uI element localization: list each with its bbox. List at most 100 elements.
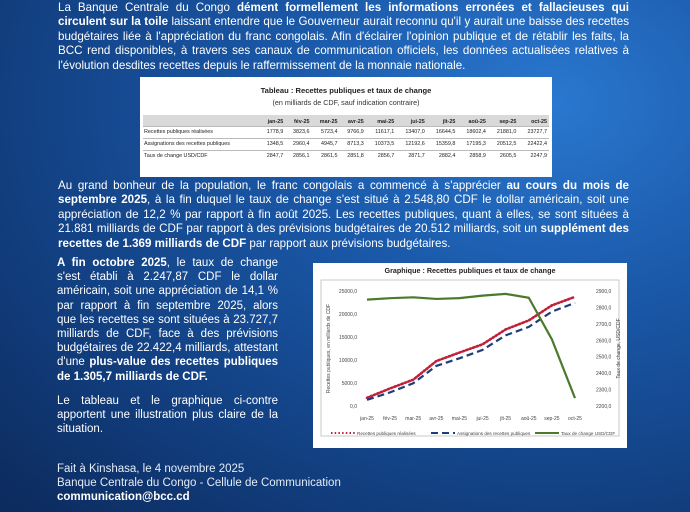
table-cell: 21881,0 xyxy=(487,125,519,138)
table-cell: 2861,5 xyxy=(311,149,340,162)
y2-tick-label: 2200,0 xyxy=(596,404,612,410)
y2-tick-label: 2800,0 xyxy=(596,305,612,311)
column-header: oct-25 xyxy=(518,115,549,126)
x-tick-label: avr-25 xyxy=(429,416,443,422)
table-cell: 8713,3 xyxy=(339,137,366,150)
x-tick-label: fév-25 xyxy=(383,416,397,422)
table-cell: 2856,7 xyxy=(365,149,397,162)
table-cell: 2247,9 xyxy=(518,149,549,162)
y-tick-label: 15000,0 xyxy=(339,335,357,341)
data-table: Tableau : Recettes publiques et taux de … xyxy=(140,77,552,177)
table-cell: 2847,7 xyxy=(259,149,286,162)
table-cell: 1348,5 xyxy=(259,137,286,150)
y-tick-label: 10000,0 xyxy=(339,358,357,364)
table-cell: 15359,8 xyxy=(426,137,458,150)
bold-text: A fin octobre 2025 xyxy=(57,257,167,269)
footer-email[interactable]: communication@bcc.cd xyxy=(57,491,190,503)
text-segment: Le tableau et le graphique ci-contre app… xyxy=(57,395,278,435)
table-cell: 20512,5 xyxy=(487,137,519,150)
column-header: mar-25 xyxy=(311,115,340,126)
table-cell: 4945,7 xyxy=(311,137,340,150)
x-tick-label: aoû-25 xyxy=(521,416,537,422)
column-header: jui-25 xyxy=(396,115,427,126)
september-paragraph: Au grand bonheur de la population, le fr… xyxy=(58,179,629,251)
text-segment: par rapport aux prévisions budgétaires. xyxy=(246,236,451,250)
footer: Fait à Kinshasa, le 4 novembre 2025 Banq… xyxy=(57,462,387,504)
x-tick-label: mai-25 xyxy=(452,416,468,422)
table-cell: 22422,4 xyxy=(518,137,549,150)
y2-tick-label: 2600,0 xyxy=(596,338,612,344)
table-cell: 2858,9 xyxy=(457,149,488,162)
table-cell: 18602,4 xyxy=(457,125,488,138)
x-tick-label: sep-25 xyxy=(544,416,560,422)
chart-svg: Graphique : Recettes publiques et taux d… xyxy=(320,266,622,437)
y2-tick-label: 2500,0 xyxy=(596,355,612,361)
table-cell: 5723,4 xyxy=(311,125,340,138)
x-tick-label: jan-25 xyxy=(359,416,374,422)
column-header: avr-25 xyxy=(339,115,366,126)
y2-tick-label: 2700,0 xyxy=(596,322,612,328)
table-header-row: jan-25 fév-25 mar-25 avr-25 mai-25 jui-25 jlt-… xyxy=(143,115,549,126)
legend-label: Taux de change USD/CDF xyxy=(561,431,615,436)
bold-text: supplément des recettes de 1.369 milliar… xyxy=(58,222,629,250)
table-cell: 1778,9 xyxy=(259,125,286,138)
text-segment: , à la fin duquel le taux de change s'es… xyxy=(58,193,629,236)
table-cell: 23727,7 xyxy=(518,125,549,138)
series-line-2 xyxy=(366,292,577,399)
column-header: fév-25 xyxy=(285,115,312,126)
text-segment: laissant entendre que le Gouverneur aura… xyxy=(58,15,630,72)
plot-frame xyxy=(320,279,620,437)
table-cell: 16644,5 xyxy=(426,125,458,138)
row-label: Taux de change USD/CDF xyxy=(143,149,259,162)
table-cell: 17195,3 xyxy=(457,137,488,150)
column-header: jan-25 xyxy=(259,115,286,126)
legend-label: Recettes publiques réalisées xyxy=(357,431,416,436)
table-cell: 11617,1 xyxy=(365,125,397,138)
x-tick-label: jui-25 xyxy=(475,416,488,422)
text-segment: , le taux de change s'est établi à 2.247… xyxy=(57,257,278,369)
y2-tick-label: 2900,0 xyxy=(596,289,612,295)
y-tick-label: 0,0 xyxy=(350,404,357,410)
table-cell: 2882,4 xyxy=(426,149,458,162)
footer-org: Banque Centrale du Congo - Cellule de Co… xyxy=(57,477,341,489)
table-cell: 2851,8 xyxy=(339,149,366,162)
october-paragraph: A fin octobre 2025, le taux de change s'… xyxy=(57,256,278,384)
y-axis-label: Recettes publiques, en milliards de CDF xyxy=(326,304,332,393)
column-header: sep-25 xyxy=(487,115,519,126)
table-row: Assignations des recettes publiques 1348,… xyxy=(143,137,549,150)
illustration-paragraph: Le tableau et le graphique ci-contre app… xyxy=(57,395,278,436)
table-cell: 9766,9 xyxy=(339,125,366,138)
y-tick-label: 5000,0 xyxy=(342,381,358,387)
y2-tick-label: 2300,0 xyxy=(596,388,612,394)
x-tick-label: mar-25 xyxy=(405,416,421,422)
column-header: mai-25 xyxy=(365,115,397,126)
table-row: Taux de change USD/CDF 2847,7 2856,1 2861,5… xyxy=(143,149,549,162)
table-cell: 12192,6 xyxy=(396,137,427,150)
bold-text: au cours du mois de septembre 2025 xyxy=(58,179,629,207)
text-segment: La Banque Centrale du Congo xyxy=(58,1,237,14)
y-tick-label: 20000,0 xyxy=(339,312,357,318)
row-label: Recettes publiques réalisées xyxy=(143,125,259,138)
table-cell: 2856,1 xyxy=(285,149,312,162)
row-label: Assignations des recettes publiques xyxy=(143,137,259,150)
text-segment: Au grand bonheur de la population, le fr… xyxy=(58,179,507,192)
bold-text: plus-value des recettes publiques de 1.3… xyxy=(57,356,278,383)
y2-tick-label: 2400,0 xyxy=(596,371,612,377)
table-cell: 2605,5 xyxy=(487,149,519,162)
footer-place-date: Fait à Kinshasa, le 4 novembre 2025 xyxy=(57,463,245,475)
legend-label: Assignations des recettes publiques xyxy=(457,431,531,436)
y2-axis-label: Taux de change, USD/CDF xyxy=(616,318,622,378)
table-cell: 2960,4 xyxy=(285,137,312,150)
column-header: aoû-25 xyxy=(457,115,488,126)
bold-text: dément formellement les informations err… xyxy=(58,1,629,29)
series-line-0 xyxy=(365,295,577,400)
table-header-corner xyxy=(143,115,259,126)
x-tick-label: oct-25 xyxy=(568,416,582,422)
table-title: Tableau : Recettes publiques et taux de … xyxy=(260,86,432,95)
chart-title: Graphique : Recettes publiques et taux d… xyxy=(385,266,556,275)
table-subtitle: (en milliards de CDF, sauf indication co… xyxy=(272,98,420,107)
column-header: jlt-25 xyxy=(426,115,458,126)
chart: Graphique : Recettes publiques et taux d… xyxy=(313,263,627,448)
intro-paragraph: La Banque Centrale du Congo dément forme… xyxy=(58,1,629,73)
table-row: Recettes publiques réalisées 1778,9 3823,6… xyxy=(143,125,549,138)
